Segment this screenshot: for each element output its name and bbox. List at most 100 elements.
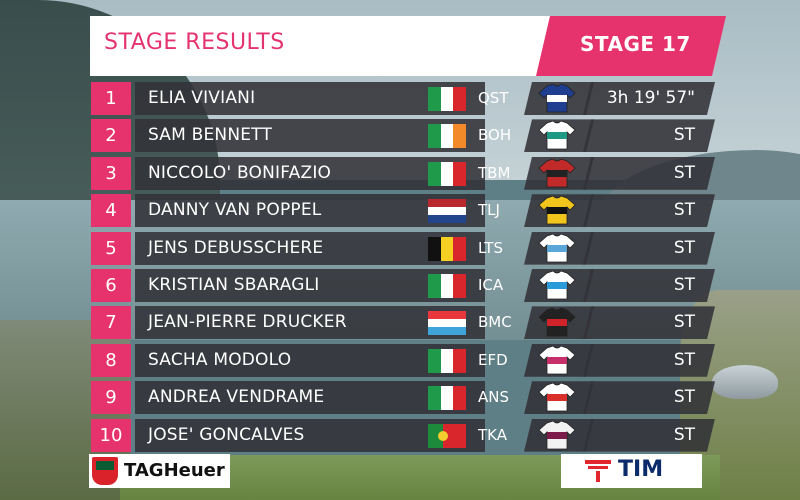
team-jersey-icon xyxy=(538,233,576,263)
dome-building xyxy=(712,365,778,399)
team-code: ANS xyxy=(478,388,510,407)
page-title: STAGE RESULTS xyxy=(104,30,285,55)
team-code: EFD xyxy=(478,350,508,369)
position-number: 3 xyxy=(91,156,131,190)
finish-time: ST xyxy=(673,275,695,295)
rider-name: SACHA MODOLO xyxy=(148,349,292,370)
rider-name: JOSE' GONCALVES xyxy=(148,424,305,445)
result-row: 6 KRISTIAN SBARAGLI ICA ST xyxy=(0,269,800,302)
team-code: LTS xyxy=(478,238,503,257)
rider-bar xyxy=(135,306,485,340)
position-number: 2 xyxy=(91,119,131,153)
result-row: 4 DANNY VAN POPPEL TLJ ST xyxy=(0,194,800,228)
time-panel xyxy=(583,418,715,452)
position-number: 4 xyxy=(91,194,131,228)
sponsor-tim-label: TIM xyxy=(618,457,664,482)
team-jersey-icon xyxy=(538,270,576,300)
team-jersey-icon xyxy=(538,83,576,113)
flag-italy-icon xyxy=(428,386,466,411)
time-panel xyxy=(583,306,715,340)
flag-italy-icon xyxy=(428,348,466,373)
rider-bar xyxy=(135,82,485,115)
team-code: TBM xyxy=(478,163,511,182)
rider-name: ANDREA VENDRAME xyxy=(148,387,325,408)
result-row: 8 SACHA MODOLO EFD ST xyxy=(0,343,800,377)
rider-name: DANNY VAN POPPEL xyxy=(148,200,322,221)
rider-bar xyxy=(135,343,485,377)
result-row: 3 NICCOLO' BONIFAZIO TBM ST xyxy=(0,156,800,190)
position-number: 5 xyxy=(91,231,131,265)
finish-time: ST xyxy=(673,125,695,146)
rider-bar xyxy=(135,231,485,265)
tim-logo-icon xyxy=(585,460,611,482)
team-code: QST xyxy=(478,89,509,107)
time-panel xyxy=(583,269,715,302)
finish-time: ST xyxy=(673,349,695,370)
team-jersey-icon xyxy=(538,307,576,337)
rider-name: NICCOLO' BONIFAZIO xyxy=(148,162,332,183)
rider-name: ELIA VIVIANI xyxy=(148,88,256,108)
time-panel xyxy=(583,343,715,377)
rider-name: JENS DEBUSSCHERE xyxy=(148,237,324,258)
team-jersey-icon xyxy=(538,158,576,188)
tagheuer-shield-icon xyxy=(92,457,118,485)
team-jersey-icon xyxy=(538,120,576,150)
position-number: 8 xyxy=(91,343,131,377)
team-jersey-icon xyxy=(538,345,576,375)
team-code: TKA xyxy=(478,425,507,444)
result-row: 9 ANDREA VENDRAME ANS ST xyxy=(0,381,800,415)
result-row: 1 ELIA VIVIANI QST 3h 19' 57" xyxy=(0,82,800,115)
rider-bar xyxy=(135,418,485,452)
flag-luxembourg-icon xyxy=(428,311,466,336)
result-row: 5 JENS DEBUSSCHERE LTS ST xyxy=(0,231,800,265)
position-number: 9 xyxy=(91,381,131,415)
flag-italy-icon xyxy=(428,161,466,186)
team-code: BOH xyxy=(478,126,512,145)
flag-netherlands-icon xyxy=(428,199,466,224)
time-panel xyxy=(583,231,715,265)
finish-time: ST xyxy=(673,424,695,445)
stage-badge: STAGE 17 xyxy=(536,16,726,76)
stage-label: STAGE 17 xyxy=(580,32,691,56)
rider-name: SAM BENNETT xyxy=(148,125,273,146)
position-number: 6 xyxy=(91,269,131,302)
team-jersey-icon xyxy=(538,420,576,450)
finish-time: ST xyxy=(673,387,695,408)
finish-time: ST xyxy=(673,162,695,183)
time-panel xyxy=(583,119,715,153)
rider-bar xyxy=(135,269,485,302)
team-code: TLJ xyxy=(478,201,500,220)
team-jersey-icon xyxy=(538,195,576,225)
result-row: 2 SAM BENNETT BOH ST xyxy=(0,119,800,153)
flag-portugal-icon xyxy=(428,423,466,448)
rider-name: KRISTIAN SBARAGLI xyxy=(148,275,320,295)
finish-time: 3h 19' 57" xyxy=(606,88,695,108)
rider-bar xyxy=(135,381,485,415)
flag-ireland-icon xyxy=(428,124,466,149)
sponsor-tim-panel xyxy=(561,454,702,488)
flag-belgium-icon xyxy=(428,236,466,261)
team-code: BMC xyxy=(478,313,512,332)
result-row: 10 JOSE' GONCALVES TKA ST xyxy=(0,418,800,452)
flag-italy-icon xyxy=(428,87,466,111)
rider-bar xyxy=(135,156,485,190)
header-title-panel xyxy=(90,16,560,76)
team-jersey-icon xyxy=(538,382,576,412)
team-code: ICA xyxy=(478,276,504,294)
time-panel xyxy=(583,156,715,190)
finish-time: ST xyxy=(673,312,695,333)
finish-time: ST xyxy=(673,237,695,258)
finish-time: ST xyxy=(673,200,695,221)
flag-italy-icon xyxy=(428,274,466,298)
rider-name: JEAN-PIERRE DRUCKER xyxy=(148,312,347,333)
position-number: 1 xyxy=(91,82,131,115)
result-row: 7 JEAN-PIERRE DRUCKER BMC ST xyxy=(0,306,800,340)
rider-bar xyxy=(135,194,485,228)
time-panel xyxy=(583,381,715,415)
position-number: 7 xyxy=(91,306,131,340)
sponsor-tagheuer-label: TAGHeuer xyxy=(124,460,225,481)
rider-bar xyxy=(135,119,485,153)
position-number: 10 xyxy=(91,418,131,452)
time-panel xyxy=(583,82,715,115)
